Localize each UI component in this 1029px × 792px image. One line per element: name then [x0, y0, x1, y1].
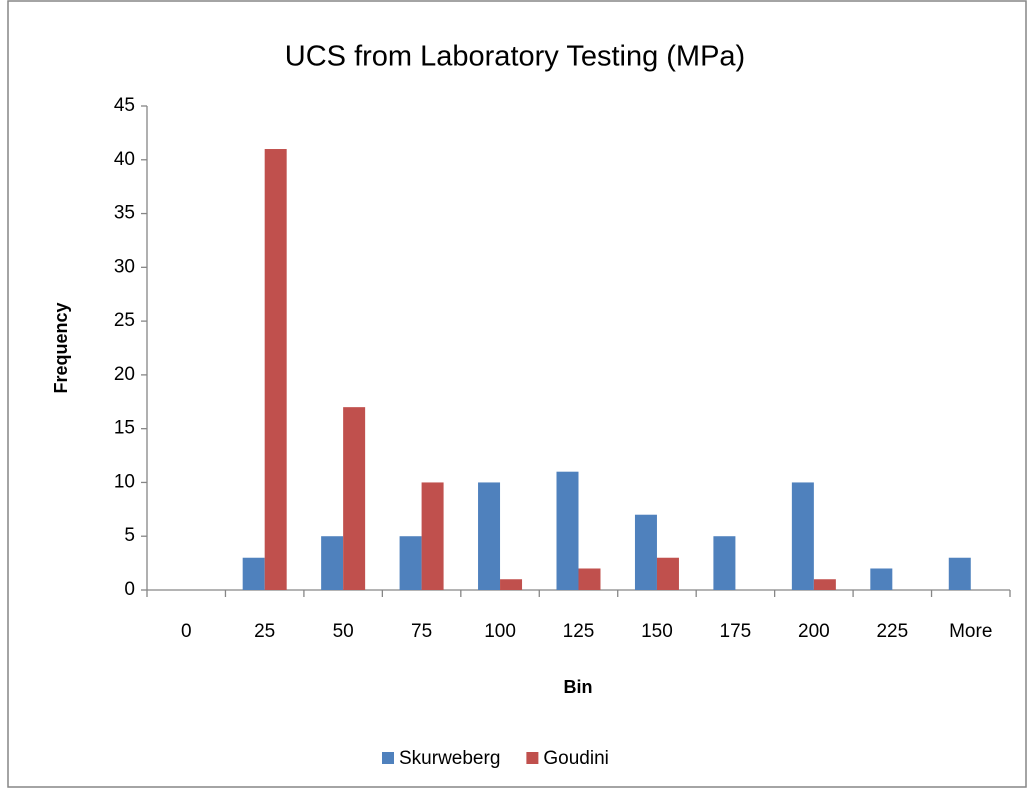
bar: [478, 482, 501, 590]
x-tick-label: 125: [563, 621, 595, 642]
x-axis-label: Bin: [564, 677, 593, 697]
bar: [242, 557, 265, 590]
bar: [713, 536, 736, 590]
legend-label: Goudini: [543, 748, 609, 769]
bar: [791, 482, 814, 590]
legend-swatch: [526, 752, 539, 764]
y-tick-label: 45: [114, 95, 135, 116]
x-tick-label: 200: [798, 621, 830, 642]
x-tick-label: 175: [720, 621, 752, 642]
bar: [399, 536, 422, 590]
legend-label: Skurweberg: [399, 748, 500, 769]
bar: [656, 557, 679, 590]
x-tick-label: 75: [411, 621, 432, 642]
bar: [264, 149, 287, 590]
chart-title: UCS from Laboratory Testing (MPa): [285, 41, 745, 73]
y-tick-label: 25: [114, 310, 135, 331]
x-tick-label: 150: [641, 621, 673, 642]
bar: [321, 536, 344, 590]
y-tick-label: 5: [124, 525, 135, 546]
legend-swatch: [382, 752, 394, 764]
chart-frame: [7, 0, 1027, 788]
y-tick-label: 10: [114, 471, 135, 492]
x-tick-label: 225: [876, 621, 908, 642]
bar: [634, 514, 657, 590]
x-tick-label: 0: [181, 621, 192, 642]
y-axis-label: Frequency: [51, 302, 71, 393]
y-tick-label: 20: [114, 364, 135, 385]
y-tick-label: 35: [114, 203, 135, 224]
bar: [556, 471, 579, 590]
x-tick-label: More: [949, 621, 992, 642]
bar: [870, 568, 893, 590]
x-tick-label: 50: [333, 621, 354, 642]
y-tick-label: 15: [114, 418, 135, 439]
y-tick-label: 30: [114, 256, 135, 277]
bar: [948, 557, 971, 590]
x-tick-label: 25: [254, 621, 275, 642]
bar: [500, 579, 523, 590]
bar: [813, 579, 836, 590]
x-tick-label: 100: [484, 621, 516, 642]
y-tick-label: 0: [124, 579, 135, 600]
bar: [421, 482, 444, 590]
bar: [343, 407, 366, 590]
bar: [578, 568, 601, 590]
y-tick-label: 40: [114, 149, 135, 170]
